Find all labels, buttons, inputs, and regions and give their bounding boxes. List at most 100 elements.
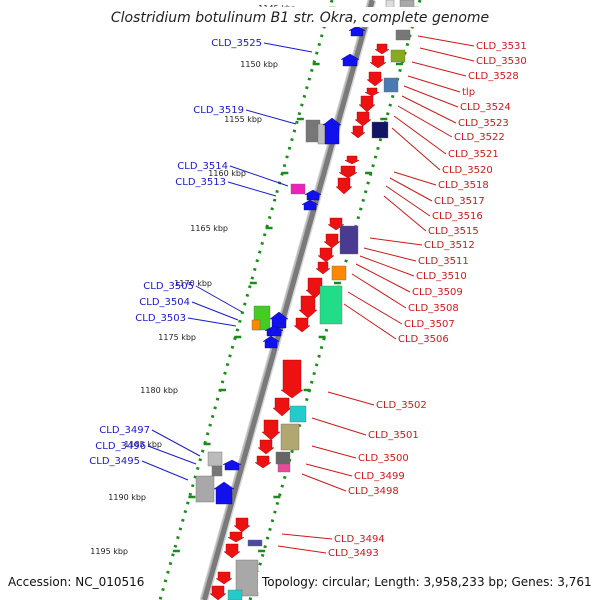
right-gene-connector <box>419 47 475 62</box>
right-gene-connector <box>391 127 441 171</box>
left-gene-label: CLD_3495 <box>89 456 140 467</box>
left-gene-connector <box>141 460 189 481</box>
forward-gene-box <box>319 285 343 325</box>
right-gene-connector <box>383 195 427 232</box>
title-backdrop <box>110 7 488 27</box>
right-gene-label: CLD_3501 <box>368 430 419 441</box>
right-gene-connector <box>369 237 423 246</box>
right-gene-label: CLD_3516 <box>432 211 483 222</box>
accession-text: Accession: NC_010516 <box>8 575 144 589</box>
left-gene-connector <box>151 429 201 457</box>
reverse-gene-box <box>207 451 223 467</box>
right-gene-connector <box>407 75 461 93</box>
right-gene-label: CLD_3522 <box>454 132 505 143</box>
forward-gene-arrow <box>366 71 384 87</box>
forward-gene-arrow <box>364 87 380 97</box>
left-gene-connector <box>191 301 239 321</box>
forward-gene-box <box>227 589 243 600</box>
forward-gene-arrow <box>257 439 275 455</box>
forward-gene-box <box>371 121 389 139</box>
scale-label: 1170 kbp <box>174 279 212 288</box>
forward-gene-box <box>395 29 411 41</box>
scale-label: 1150 kbp <box>240 60 278 69</box>
right-gene-connector <box>301 473 347 492</box>
forward-gene-arrow <box>293 317 311 333</box>
right-gene-connector <box>393 115 447 155</box>
scale-label: 1190 kbp <box>108 493 146 502</box>
forward-gene-arrow <box>369 55 387 69</box>
scale-label: 1160 kbp <box>208 169 246 178</box>
reverse-gene-arrow <box>269 311 289 329</box>
scale-label: 1165 kbp <box>190 224 228 233</box>
scale-label: 1175 kbp <box>158 333 196 342</box>
reverse-gene-box <box>195 475 215 503</box>
reverse-gene-arrow <box>348 25 366 37</box>
right-gene-connector <box>401 95 457 124</box>
right-gene-label: CLD_3520 <box>442 165 493 176</box>
right-gene-label: CLD_3506 <box>398 334 449 345</box>
forward-gene-arrow <box>272 397 292 417</box>
left-gene-label: CLD_3496 <box>95 441 146 452</box>
gene-features <box>195 0 415 600</box>
left-gene-connector <box>263 42 313 53</box>
right-gene-connector <box>411 61 467 77</box>
gene-labels: CLD_3525 CLD_3519 CLD_3514 CLD_3513 CLD_3505… <box>89 38 526 559</box>
forward-gene-arrow <box>305 277 325 299</box>
reverse-gene-arrow <box>340 53 360 67</box>
forward-gene-box <box>331 265 347 281</box>
forward-gene-arrow <box>254 455 272 469</box>
right-gene-label: CLD_3523 <box>458 118 509 129</box>
right-gene-label: CLD_3508 <box>408 303 459 314</box>
reverse-gene-arrow <box>213 481 235 505</box>
right-gene-connector <box>389 177 433 202</box>
forward-gene-box <box>339 225 359 255</box>
left-gene-connector <box>187 317 237 327</box>
map-title: Clostridium botulinum B1 str. Okra, comp… <box>111 10 489 26</box>
forward-gene-box <box>280 423 300 451</box>
right-gene-connector <box>277 545 327 554</box>
reverse-gene-arrow <box>304 189 322 201</box>
forward-gene-arrow <box>317 247 335 263</box>
forward-gene-arrow <box>280 359 304 399</box>
reverse-gene-box <box>290 183 306 195</box>
right-gene-label: CLD_3498 <box>348 486 399 497</box>
forward-gene-arrow <box>338 165 358 179</box>
forward-gene-arrow <box>209 585 227 600</box>
reverse-gene-box <box>251 319 261 331</box>
forward-gene-box <box>383 77 399 93</box>
left-gene-connector <box>245 109 297 125</box>
right-gene-label: CLD_3494 <box>334 534 385 545</box>
forward-gene-arrow <box>323 233 341 249</box>
right-gene-label: CLD_3518 <box>438 180 489 191</box>
forward-gene-arrow <box>215 571 233 585</box>
right-gene-connector <box>347 291 403 325</box>
forward-gene-box <box>289 405 307 423</box>
reverse-gene-arrow <box>322 117 342 145</box>
right-gene-connector <box>385 185 431 217</box>
right-gene-connector <box>397 105 453 138</box>
right-gene-connector <box>351 273 407 309</box>
right-gene-connector <box>403 85 459 108</box>
left-gene-label: CLD_3525 <box>211 38 262 49</box>
right-gene-label: tlp <box>462 87 475 98</box>
left-gene-label: CLD_3505 <box>143 281 194 292</box>
right-gene-label: CLD_3517 <box>434 196 485 207</box>
right-gene-label: CLD_3510 <box>416 271 467 282</box>
right-gene-label: CLD_3524 <box>460 102 511 113</box>
forward-gene-arrow <box>298 295 318 319</box>
left-gene-label: CLD_3519 <box>193 105 244 116</box>
forward-gene-arrow <box>374 43 390 55</box>
right-gene-connector <box>311 417 367 436</box>
genome-backbone <box>199 0 377 600</box>
left-gene-label: CLD_3503 <box>135 313 186 324</box>
left-gene-label: CLD_3504 <box>139 297 190 308</box>
forward-gene-arrow <box>354 111 372 127</box>
left-gene-connector <box>147 445 197 465</box>
forward-gene-arrow <box>227 531 245 543</box>
forward-gene-box <box>277 463 291 473</box>
left-gene-label: CLD_3513 <box>175 177 226 188</box>
right-gene-connector <box>327 391 375 406</box>
forward-gene-arrow <box>358 95 376 113</box>
